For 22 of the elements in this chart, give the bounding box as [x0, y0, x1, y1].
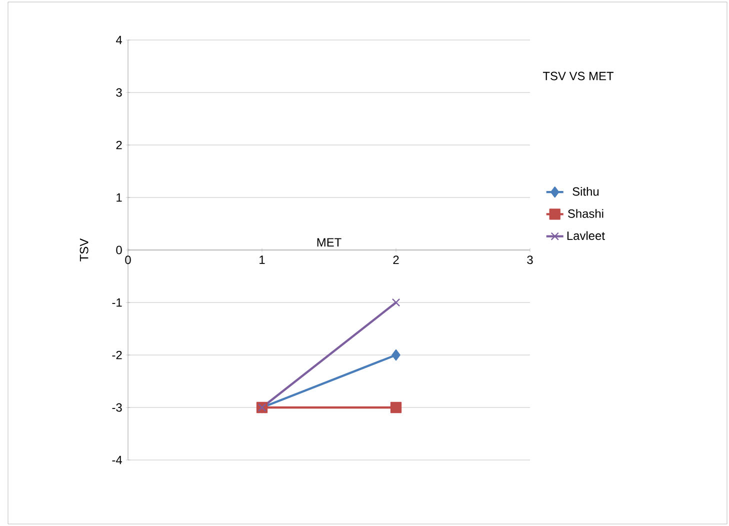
y-tick-label: -4 — [112, 456, 122, 464]
legend-label: Shashi — [568, 209, 604, 218]
y-tick-label: 3 — [116, 88, 122, 97]
x-tick-label: 2 — [393, 256, 399, 264]
point — [392, 298, 400, 307]
y-tick-label: -2 — [112, 350, 122, 360]
point — [390, 402, 402, 414]
y-axis-title: TSV — [80, 238, 88, 262]
legend-label: Lavleet — [567, 231, 605, 240]
legend-label: Sithu — [572, 186, 599, 196]
text: TSV VS MET — [542, 72, 614, 80]
y-tick-label: 4 — [116, 36, 122, 44]
y-tick-label: 0 — [116, 246, 122, 254]
y-tick-label: -1 — [112, 298, 122, 307]
x-tick-label: 3 — [527, 256, 533, 264]
y-tick-label: 1 — [116, 193, 122, 202]
x-axis-title: MET — [317, 238, 342, 246]
point — [392, 349, 400, 361]
y-tick-label: 2 — [116, 140, 122, 150]
y-tick-label: -3 — [112, 403, 122, 412]
x-tick-label: 1 — [260, 256, 265, 264]
x-tick-label: 0 — [125, 256, 131, 264]
